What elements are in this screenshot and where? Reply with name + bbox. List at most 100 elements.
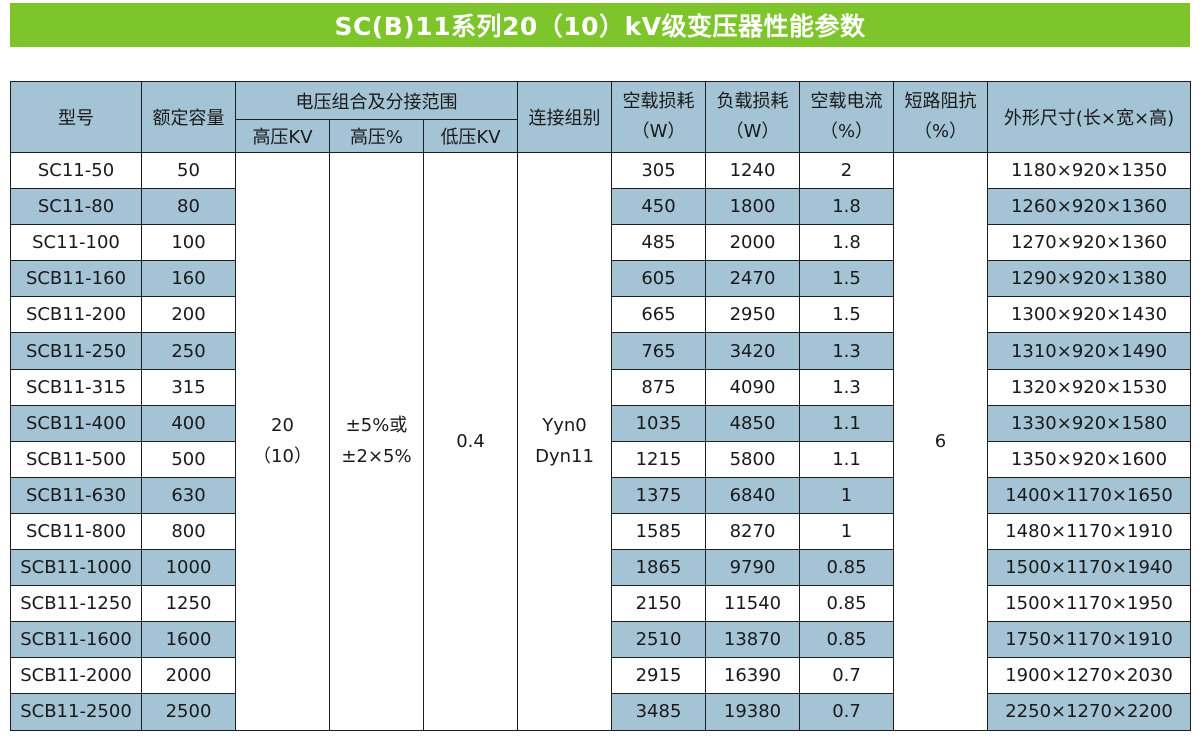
table-row: SCB11-400 400 1035 4850 1.1 1330×920×1580 [10, 404, 1192, 442]
table-row: SCB11-500 500 1215 5800 1.1 1350×920×1600 [10, 440, 1192, 478]
cell-model: SCB11-160 [10, 260, 142, 298]
cell-dimensions: 1180×920×1350 [987, 151, 1192, 190]
cell-load-loss: 4850 [705, 404, 801, 442]
table-row: SC11-50 50 20 （10） ±5%或 ±2×5% 0.4 Yyn0 Dyn11 305 1… [10, 151, 1192, 731]
table-row: SCB11-2500 2500 3485 19380 0.7 2250×1270×2200 [10, 693, 1192, 731]
cell-noload-loss: 765 [611, 332, 707, 370]
cell-dimensions: 1750×1170×1910 [987, 621, 1192, 659]
cell-noload-loss: 1375 [611, 476, 707, 514]
cell-capacity: 1250 [141, 585, 236, 623]
cell-noload-current: 1.5 [799, 296, 895, 334]
cell-load-loss: 5800 [705, 440, 801, 478]
cell-hv-kv: 20 （10） [235, 152, 330, 731]
cell-noload-current: 1.1 [799, 440, 895, 478]
header-connection: 连接组别 [517, 81, 613, 153]
header-noload-current-name: 空载电流 [810, 91, 883, 112]
header-impedance: 短路阻抗 （%） [893, 81, 989, 153]
cell-noload-loss: 3485 [611, 693, 707, 731]
cell-capacity: 80 [141, 188, 236, 226]
header-model: 型号 [10, 81, 142, 153]
cell-noload-current: 1.8 [799, 188, 895, 226]
cell-noload-loss: 1585 [611, 512, 707, 551]
cell-capacity: 200 [141, 296, 236, 334]
cell-model: SCB11-2500 [10, 693, 142, 731]
spec-table: 型号 额定容量 电压组合及分接范围 连接组别 空载损耗 （W） 负载损耗 （W）… [10, 81, 1192, 731]
cell-model: SC11-100 [10, 224, 142, 262]
cell-model: SCB11-1000 [10, 549, 142, 587]
cell-dimensions: 1350×920×1600 [987, 440, 1192, 478]
cell-capacity: 1000 [141, 549, 236, 587]
cell-model: SCB11-2000 [10, 657, 142, 695]
cell-load-loss: 2470 [705, 260, 801, 298]
cell-noload-current: 1.3 [799, 332, 895, 370]
cell-dimensions: 1330×920×1580 [987, 404, 1192, 442]
cell-lv-kv: 0.4 [422, 152, 519, 731]
header-noload-loss: 空载损耗 （W） [611, 81, 707, 153]
cell-model: SCB11-500 [10, 440, 142, 478]
cell-load-loss: 9790 [705, 549, 801, 587]
cell-hv-kv-line: （10） [253, 446, 312, 468]
cell-noload-current: 0.85 [799, 585, 895, 623]
cell-capacity: 160 [141, 260, 236, 298]
header-noload-current-unit: （%） [819, 121, 874, 142]
cell-load-loss: 2950 [705, 296, 801, 334]
cell-capacity: 315 [141, 368, 236, 406]
cell-connection-line: Dyn11 [535, 446, 594, 468]
cell-model: SCB11-1250 [10, 585, 142, 623]
header-noload-loss-unit: （W） [631, 121, 686, 142]
cell-noload-current: 1.3 [799, 368, 895, 406]
cell-connection-line: Yyn0 [542, 415, 587, 437]
cell-impedance: 6 [893, 152, 989, 731]
cell-model: SCB11-315 [10, 368, 142, 406]
cell-noload-loss: 1865 [611, 549, 707, 587]
header-dimensions: 外形尺寸(长×宽×高) [987, 81, 1192, 153]
cell-noload-current: 2 [799, 151, 895, 190]
cell-hv-pct-line: ±2×5% [341, 446, 412, 468]
cell-noload-loss: 2915 [611, 657, 707, 695]
cell-dimensions: 1290×920×1380 [987, 260, 1192, 298]
header-voltage-group: 电压组合及分接范围 [234, 81, 519, 120]
table-row: SCB11-160 160 605 2470 1.5 1290×920×1380 [10, 260, 1192, 298]
cell-capacity: 100 [141, 224, 236, 262]
cell-capacity: 2500 [141, 693, 236, 731]
cell-dimensions: 1310×920×1490 [987, 332, 1192, 370]
cell-dimensions: 1270×920×1360 [987, 224, 1192, 262]
cell-load-loss: 11540 [705, 585, 801, 623]
cell-dimensions: 1500×1170×1940 [987, 549, 1192, 587]
table-row: SC11-100 100 485 2000 1.8 1270×920×1360 [10, 224, 1192, 262]
cell-noload-current: 0.85 [799, 549, 895, 587]
header-noload-current: 空载电流 （%） [799, 81, 895, 153]
header-noload-loss-name: 空载损耗 [622, 91, 695, 112]
cell-capacity: 2000 [141, 657, 236, 695]
cell-load-loss: 16390 [705, 657, 801, 695]
table-row: SCB11-1250 1250 2150 11540 0.85 1500×1170×195… [10, 585, 1192, 623]
table-row: SC11-80 80 450 1800 1.8 1260×920×1360 [10, 188, 1192, 226]
cell-capacity: 250 [141, 332, 236, 370]
header-capacity: 额定容量 [141, 81, 236, 153]
cell-capacity: 630 [141, 476, 236, 514]
cell-noload-loss: 1215 [611, 440, 707, 478]
cell-dimensions: 1260×920×1360 [987, 188, 1192, 226]
cell-noload-current: 0.85 [799, 621, 895, 659]
cell-dimensions: 1900×1270×2030 [987, 657, 1192, 695]
cell-model: SCB11-1600 [10, 621, 142, 659]
cell-noload-loss: 665 [611, 296, 707, 334]
cell-model: SCB11-200 [10, 296, 142, 334]
cell-capacity: 1600 [141, 621, 236, 659]
cell-hv-kv-line: 20 [271, 415, 294, 437]
table-row: SCB11-315 315 875 4090 1.3 1320×920×1530 [10, 368, 1192, 406]
cell-noload-current: 0.7 [799, 693, 895, 731]
cell-model: SCB11-250 [10, 332, 142, 370]
header-hv-kv: 高压KV [235, 119, 330, 153]
cell-noload-current: 1 [799, 512, 895, 551]
cell-dimensions: 1480×1170×1910 [987, 512, 1192, 551]
cell-dimensions: 1300×920×1430 [987, 296, 1192, 334]
table-body: SC11-50 50 20 （10） ±5%或 ±2×5% 0.4 Yyn0 Dyn11 305 1… [10, 151, 1192, 731]
cell-load-loss: 3420 [705, 332, 801, 370]
cell-dimensions: 2250×1270×2200 [987, 693, 1192, 731]
cell-noload-loss: 305 [611, 151, 707, 190]
header-impedance-name: 短路阻抗 [904, 91, 977, 112]
header-load-loss: 负载损耗 （W） [705, 81, 801, 153]
cell-model: SCB11-800 [10, 512, 142, 551]
cell-connection: Yyn0 Dyn11 [517, 152, 613, 731]
